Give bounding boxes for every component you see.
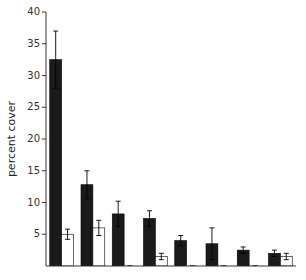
bar — [62, 234, 74, 266]
error-cap — [116, 226, 121, 227]
error-bar — [209, 228, 214, 260]
error-line — [55, 31, 56, 88]
error-cap — [96, 235, 101, 236]
y-tick-label: 40 — [27, 6, 40, 17]
error-cap — [116, 201, 121, 202]
error-bar — [241, 247, 246, 253]
error-line — [149, 211, 150, 226]
axes: 5 10 15 20 25 30 35 40 — [27, 6, 296, 266]
error-cap — [284, 259, 289, 260]
chart: 5 10 15 20 25 30 35 40 percent cover — [0, 0, 306, 280]
error-line — [286, 253, 287, 259]
error-bar — [84, 171, 89, 199]
y-tick — [42, 12, 46, 13]
error-bar — [65, 229, 70, 239]
error-line — [211, 228, 212, 260]
y-tick — [42, 75, 46, 76]
y-tick — [42, 234, 46, 235]
error-cap — [147, 225, 152, 226]
error-cap — [84, 198, 89, 199]
error-cap — [178, 235, 183, 236]
error-cap — [159, 259, 164, 260]
error-line — [161, 253, 162, 259]
y-axis-label: percent cover — [5, 100, 18, 177]
error-cap — [209, 259, 214, 260]
x-axis-line — [46, 266, 296, 267]
error-line — [67, 229, 68, 239]
error-cap — [241, 246, 246, 247]
error-cap — [147, 210, 152, 211]
error-line — [86, 171, 87, 199]
y-tick — [42, 202, 46, 203]
error-cap — [65, 239, 70, 240]
error-line — [118, 201, 119, 226]
y-tick-label: 35 — [27, 38, 40, 49]
error-bar — [159, 253, 164, 259]
y-tick-label: 5 — [34, 228, 40, 239]
error-bar — [53, 31, 58, 88]
error-cap — [178, 245, 183, 246]
error-cap — [159, 253, 164, 254]
error-cap — [65, 229, 70, 230]
y-tick — [42, 107, 46, 108]
error-bar — [147, 211, 152, 226]
y-tick-label: 10 — [27, 197, 40, 208]
error-bar — [178, 236, 183, 246]
y-tick-label: 15 — [27, 165, 40, 176]
error-cap — [241, 253, 246, 254]
error-bar — [272, 250, 277, 256]
y-tick — [42, 43, 46, 44]
error-cap — [209, 227, 214, 228]
bars — [50, 31, 293, 266]
error-cap — [284, 253, 289, 254]
error-bar — [96, 220, 101, 235]
bar — [50, 60, 62, 266]
error-cap — [53, 88, 58, 89]
y-tick-label: 30 — [27, 70, 40, 81]
y-tick — [42, 170, 46, 171]
error-cap — [84, 170, 89, 171]
error-line — [274, 250, 275, 256]
error-bar — [284, 253, 289, 259]
error-line — [98, 220, 99, 235]
y-tick — [42, 139, 46, 140]
y-tick-label: 20 — [27, 133, 40, 144]
error-line — [243, 247, 244, 253]
error-cap — [96, 220, 101, 221]
error-line — [180, 236, 181, 246]
error-cap — [272, 250, 277, 251]
error-bar — [116, 201, 121, 226]
error-cap — [53, 31, 58, 32]
y-tick-label: 25 — [27, 101, 40, 112]
error-cap — [272, 256, 277, 257]
